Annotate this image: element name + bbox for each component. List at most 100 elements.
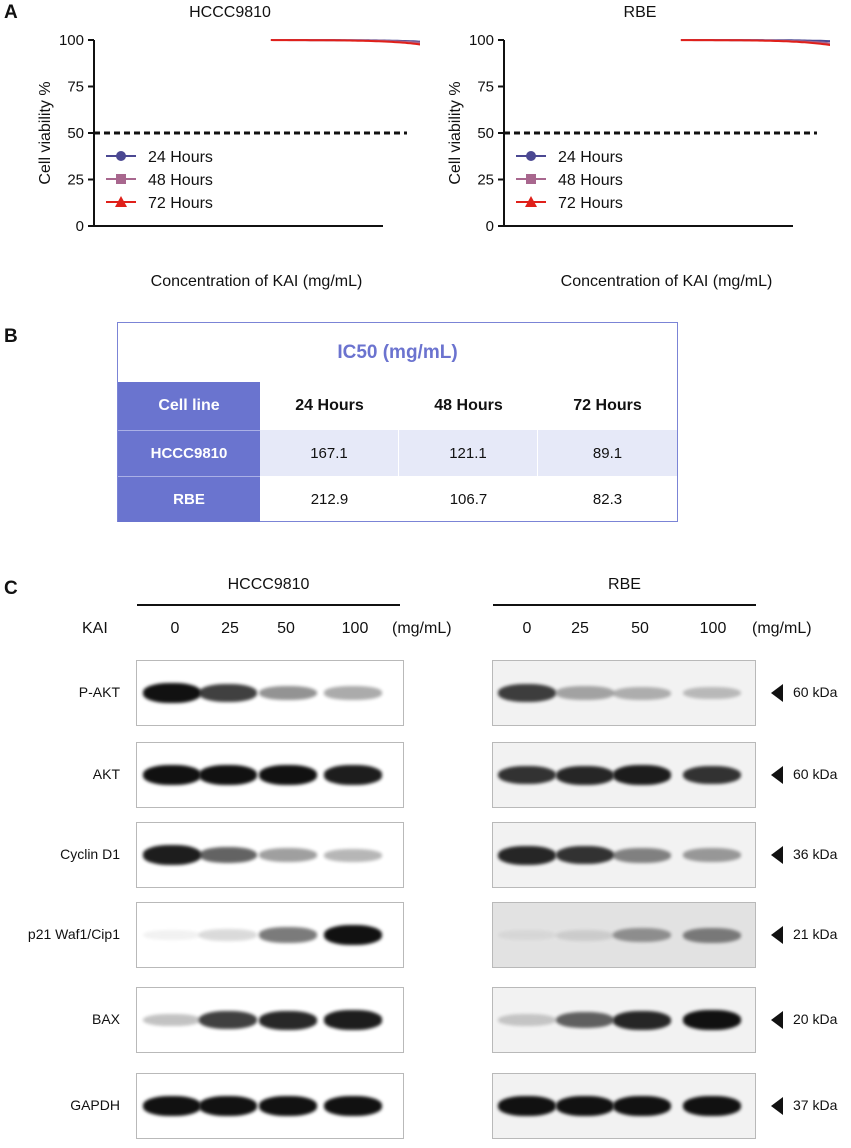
wb-protein-label: AKT bbox=[92, 766, 120, 782]
ic50-row: HCCC9810 167.1 121.1 89.1 bbox=[118, 430, 677, 476]
blot-band bbox=[199, 929, 257, 941]
arrowhead-icon bbox=[771, 1097, 783, 1115]
blot-band bbox=[498, 1096, 556, 1116]
panel-letter-b: B bbox=[4, 326, 18, 347]
ic50-header-cell: 48 Hours bbox=[434, 397, 503, 414]
blot-band bbox=[556, 845, 614, 865]
blot-band bbox=[199, 1011, 257, 1029]
y-tick-label: 0 bbox=[486, 218, 494, 235]
blot-band bbox=[324, 765, 382, 785]
blot-band bbox=[498, 1014, 556, 1026]
wb-dose-label: 0 bbox=[522, 620, 532, 637]
blot-band bbox=[199, 846, 257, 864]
wb-group-underline bbox=[137, 604, 400, 606]
wb-protein-label: BAX bbox=[91, 1011, 120, 1027]
arrowhead-icon bbox=[771, 926, 783, 944]
ic50-cell: 121.1 bbox=[399, 430, 538, 476]
y-tick-label: 25 bbox=[67, 172, 84, 189]
blot-band bbox=[259, 848, 317, 862]
y-tick-label: 100 bbox=[59, 32, 84, 49]
wb-group-label-rbe: RBE bbox=[608, 576, 641, 593]
x-axis-label: Concentration of KAI (mg/mL) bbox=[151, 273, 363, 290]
legend-label: 72 Hours bbox=[558, 195, 623, 212]
legend-marker bbox=[526, 151, 536, 161]
y-tick-label: 75 bbox=[67, 79, 84, 96]
ic50-cell: 82.3 bbox=[592, 490, 623, 508]
viability-chart-hccc9810: 02550751002550100200Concentration of KAI… bbox=[37, 32, 420, 290]
wb-dose-label: 0 bbox=[170, 620, 180, 637]
blot-band bbox=[613, 1096, 671, 1116]
legend-label: 48 Hours bbox=[558, 172, 623, 189]
wb-dose-label: 50 bbox=[277, 620, 295, 637]
ic50-cell: 212.9 bbox=[310, 490, 349, 508]
blot-band bbox=[613, 1010, 671, 1030]
ic50-header-cell: 24 Hours bbox=[295, 397, 364, 414]
blot-band bbox=[143, 1013, 201, 1027]
blot-band bbox=[259, 927, 317, 943]
blot-band bbox=[683, 1010, 741, 1030]
blot-band bbox=[143, 765, 201, 785]
legend-marker bbox=[525, 196, 537, 207]
blot-band bbox=[683, 765, 741, 785]
wb-protein-label: Cyclin D1 bbox=[60, 846, 120, 862]
blot-band bbox=[324, 1096, 382, 1116]
wb-group-underline bbox=[493, 604, 756, 606]
legend-label: 72 Hours bbox=[148, 195, 213, 212]
ic50-header-row: Cell line 24 Hours 48 Hours 72 Hours bbox=[118, 382, 677, 430]
wb-dose-label: 25 bbox=[571, 620, 589, 637]
blot-band bbox=[143, 845, 201, 865]
blot-band bbox=[556, 1096, 614, 1116]
blot-band bbox=[324, 925, 382, 945]
fit-curve-48-hours bbox=[270, 39, 420, 44]
wb-dose-label: 25 bbox=[221, 620, 239, 637]
ic50-header-cell: Cell line bbox=[118, 382, 260, 430]
wb-molecular-weight: 20 kDa bbox=[793, 1011, 838, 1027]
legend-marker bbox=[115, 196, 127, 207]
blot-band bbox=[556, 765, 614, 785]
wb-protein-label: p21 Waf1/Cip1 bbox=[27, 926, 120, 942]
blot-band bbox=[324, 1010, 382, 1030]
ic50-table-title: IC50 (mg/mL) bbox=[337, 341, 458, 363]
x-axis-label: Concentration of KAI (mg/mL) bbox=[561, 273, 773, 290]
blot-band bbox=[556, 686, 614, 700]
legend-marker bbox=[526, 174, 536, 184]
wb-dose-label: 50 bbox=[631, 620, 649, 637]
fit-curve-24-hours bbox=[270, 39, 420, 43]
blot-band bbox=[259, 685, 317, 701]
y-tick-label: 50 bbox=[67, 125, 84, 142]
chart-title-hccc9810: HCCC9810 bbox=[189, 4, 271, 21]
blot-band bbox=[143, 1096, 201, 1116]
arrowhead-icon bbox=[771, 1011, 783, 1029]
legend-label: 24 Hours bbox=[148, 149, 213, 166]
wb-dose-label: 100 bbox=[699, 620, 727, 637]
blot-band bbox=[199, 1096, 257, 1116]
blot-band bbox=[613, 847, 671, 863]
arrowhead-icon bbox=[771, 846, 783, 864]
y-axis-label: Cell viability % bbox=[447, 81, 464, 184]
legend-marker bbox=[116, 174, 126, 184]
legend-label: 48 Hours bbox=[148, 172, 213, 189]
blot-band bbox=[683, 848, 741, 862]
blot-band bbox=[498, 684, 556, 702]
wb-unit-label: (mg/mL) bbox=[392, 620, 452, 637]
blot-band bbox=[259, 1010, 317, 1030]
panel-letter-a: A bbox=[4, 2, 18, 23]
y-tick-label: 100 bbox=[469, 32, 494, 49]
blot-band bbox=[683, 927, 741, 943]
wb-treatment-label: KAI bbox=[82, 620, 108, 637]
wb-molecular-weight: 60 kDa bbox=[793, 684, 838, 700]
legend-marker bbox=[116, 151, 126, 161]
ic50-row-label: HCCC9810 bbox=[118, 430, 260, 476]
blot-band bbox=[683, 686, 741, 700]
arrowhead-icon bbox=[771, 684, 783, 702]
wb-unit-label: (mg/mL) bbox=[752, 620, 812, 637]
blot-band bbox=[498, 765, 556, 785]
ic50-cell: 106.7 bbox=[449, 490, 488, 508]
wb-dose-label: 100 bbox=[341, 620, 369, 637]
wb-protein-label: P-AKT bbox=[78, 684, 120, 700]
blot-band bbox=[199, 765, 257, 785]
blot-band bbox=[498, 845, 556, 865]
blot-band bbox=[556, 1011, 614, 1029]
wb-protein-label: GAPDH bbox=[70, 1097, 120, 1113]
viability-chart-rbe: 02550751002550100200Concentration of KAI… bbox=[447, 32, 830, 290]
